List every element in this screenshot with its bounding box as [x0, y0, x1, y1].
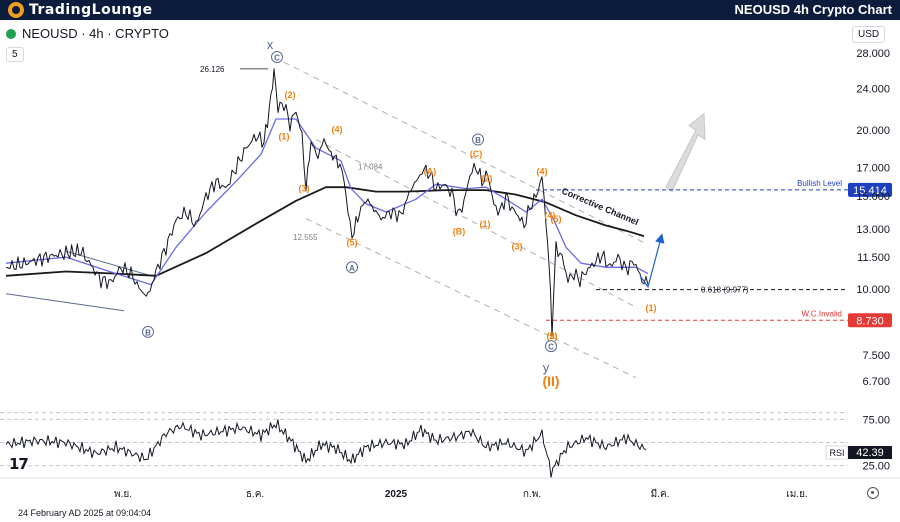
wave-circle: [346, 261, 358, 274]
wave-label: (5): [551, 214, 562, 224]
wave-circle-label: C: [548, 343, 554, 352]
wave-circle-label: B: [475, 136, 481, 145]
wave-circle-label: C: [274, 54, 280, 63]
time-axis[interactable]: พ.ย. ธ.ค. 2025 ก.พ. มี.ค. เม.ย.: [0, 477, 900, 500]
y-tick-label: 17.000: [856, 162, 890, 174]
level-tag: 15.414: [853, 185, 887, 197]
y-tick-label: 10.000: [856, 284, 890, 296]
wave-label: (4): [332, 124, 343, 134]
wave-circle: [545, 340, 557, 353]
wave-label: (2): [285, 90, 296, 100]
wave-label: (II): [542, 373, 559, 389]
x-tick-label: 2025: [385, 489, 408, 500]
wave-circle: [271, 51, 283, 63]
rsi-value-bg: [848, 446, 892, 459]
ma-slow-series: [5, 186, 645, 277]
y-tick-label: 6.700: [862, 376, 890, 388]
wave-label: (1): [480, 219, 491, 229]
wave-label: (2): [547, 331, 558, 341]
triangle-lower-line: [5, 293, 125, 312]
price-series: [5, 68, 706, 338]
date-stamp: 24 February AD 2025 at 09:04:04: [18, 508, 152, 518]
brand-text: TradingLounge: [29, 2, 153, 18]
settings-icon[interactable]: [867, 487, 879, 499]
level-label: Bullish Level: [797, 179, 842, 188]
channel-mid-line: [315, 139, 639, 309]
rsi-tick-label: 75.00: [862, 414, 890, 426]
price-callout: 12.555: [293, 233, 318, 242]
level-tag-bg: [848, 313, 892, 328]
tradingview-logo: 17: [9, 455, 29, 473]
level-tag-bg: [848, 182, 892, 197]
symbol-label: NEOUSD · 4h · CRYPTO: [22, 26, 169, 41]
price-line: [5, 68, 649, 338]
level-label: 0.618 (9.977): [701, 286, 749, 295]
chart-title: NEOUSD 4h Crypto Chart: [734, 2, 892, 17]
y-tick-label: 7.500: [862, 350, 890, 362]
price-axis[interactable]: 6.700 7.500 10.000 11.500 13.000 15.000 17.000…: [856, 48, 890, 388]
forecast-arrow: [639, 233, 665, 289]
wave-letter: x: [267, 37, 274, 52]
rsi-line: [5, 419, 647, 478]
wave-circle: [142, 325, 154, 338]
rsi-value: 42.39: [856, 447, 884, 459]
x-tick-label: ก.พ.: [523, 489, 541, 500]
wave-circle-label: A: [349, 264, 355, 273]
wave-circle-label: B: [145, 328, 151, 337]
wave-label: (A): [424, 166, 437, 176]
wave-label: (5): [547, 331, 558, 341]
y-tick-label: 11.500: [857, 252, 890, 264]
x-tick-label: เม.ย.: [786, 489, 807, 500]
wave-label: (2): [482, 173, 493, 183]
price-callout: 26.126: [200, 65, 225, 74]
rsi-pane: 25.00 75.00 RSI 42.39: [0, 412, 892, 478]
level-label: W.C.Invalid: [802, 309, 842, 318]
projection-arrow-icon: [665, 112, 706, 193]
x-tick-label: ธ.ค.: [246, 489, 264, 500]
wave-label: (3): [299, 184, 310, 194]
wave-label: (4): [537, 166, 548, 176]
brand-logo: TradingLounge: [8, 2, 153, 18]
y-tick-label: 28.000: [856, 48, 890, 60]
brand-mark-icon: [8, 2, 24, 18]
wave-label: (1): [279, 132, 290, 142]
wave-labels: 26.12617.08412.555(1)(2)(3)(4)(5)(A)(B)(…: [142, 37, 657, 389]
wave-label: (1): [646, 303, 657, 313]
symbol-info[interactable]: NEOUSD · 4h · CRYPTO: [6, 26, 169, 41]
y-tick-label: 13.000: [856, 224, 890, 236]
indicator-toggle[interactable]: 5: [6, 47, 24, 62]
x-tick-label: มี.ค.: [651, 488, 670, 500]
channel-upper-line: [273, 56, 647, 244]
levels: Bullish Level 15.414 0.618 (9.977) W.C.Inva…: [536, 179, 892, 328]
price-callout: 17.084: [358, 162, 383, 171]
level-tag: 8.730: [856, 315, 884, 327]
currency-button[interactable]: USD: [852, 26, 886, 43]
ma-fast-series: [5, 118, 649, 286]
wave-letter: y: [543, 360, 550, 375]
wave-label: (B): [453, 226, 466, 236]
neo-coin-icon: [6, 28, 16, 39]
x-tick-label: พ.ย.: [114, 489, 132, 500]
rsi-label: RSI: [829, 448, 844, 458]
y-tick-label: 15.000: [856, 191, 890, 203]
wave-circle: [472, 133, 484, 146]
header-bar: TradingLounge NEOUSD 4h Crypto Chart: [0, 0, 900, 20]
ma-fast-line: [5, 118, 649, 286]
wave-label: (4): [545, 211, 556, 221]
ma-slow-line: [5, 186, 645, 277]
y-tick-label: 20.000: [856, 125, 890, 137]
wave-label: (5): [347, 237, 358, 247]
wave-label: (3): [512, 241, 523, 251]
y-tick-label: 24.000: [856, 83, 890, 95]
wave-label: (C): [470, 149, 483, 159]
rsi-tick-label: 25.00: [862, 461, 890, 473]
